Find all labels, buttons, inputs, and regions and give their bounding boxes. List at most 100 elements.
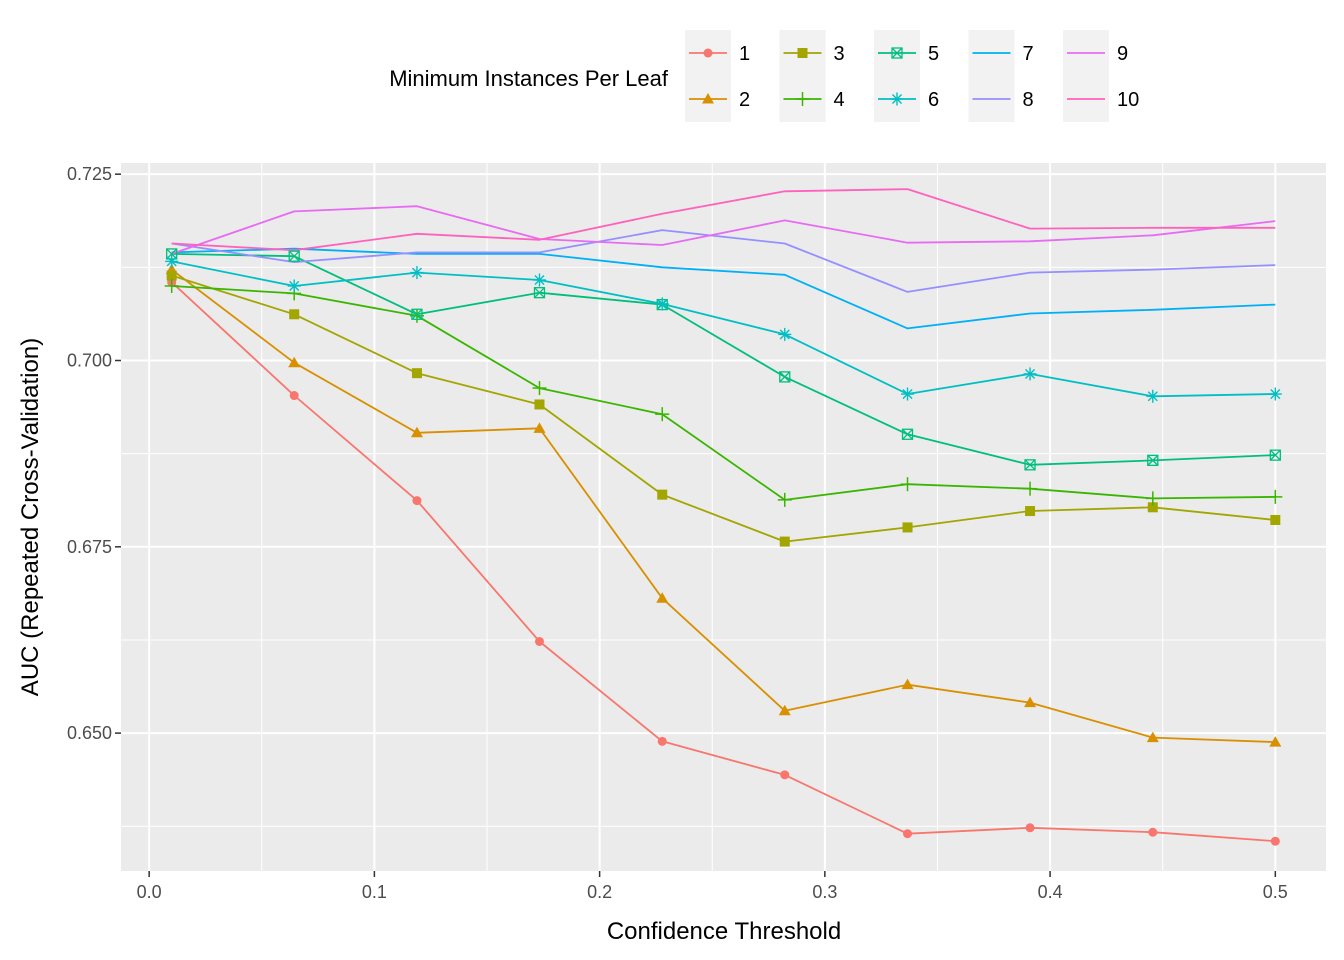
marker-ast-b — [411, 267, 423, 278]
data-point-3 — [902, 522, 913, 533]
data-point-2 — [656, 592, 669, 603]
x-axis-title: Confidence Threshold — [607, 918, 841, 945]
marker-ast-b — [779, 329, 790, 340]
marker-box — [901, 428, 914, 440]
grid-minor — [121, 163, 1326, 871]
legend-key-background — [685, 30, 731, 122]
marker-box — [411, 308, 423, 320]
marker-diag-b — [902, 428, 913, 440]
data-point-1 — [780, 770, 790, 780]
legend-label-2: 2 — [739, 89, 750, 111]
data-point-4 — [1145, 491, 1160, 506]
y-tick-label: 0.675 — [67, 537, 112, 557]
series-line-5 — [171, 253, 1276, 466]
x-tick-label: 0.3 — [812, 882, 837, 902]
data-point-6 — [1268, 387, 1282, 401]
data-point-3 — [166, 270, 177, 281]
data-point-4 — [1268, 489, 1283, 504]
plot-background — [121, 163, 1326, 871]
legend-key-marker-4 — [795, 92, 810, 106]
data-point-5 — [533, 287, 546, 299]
legend-items: 1 2 3 4 5 6 7 8 9 10 — [685, 30, 1139, 122]
legend-label-10: 10 — [1117, 89, 1139, 111]
legend-key-marker-3 — [797, 48, 808, 58]
data-point-1 — [657, 736, 667, 746]
data-point-4 — [655, 407, 670, 422]
series-line-1 — [171, 281, 1276, 843]
data-point-1 — [1148, 827, 1158, 837]
x-tick-label: 0.1 — [362, 882, 387, 902]
legend-title: Minimum Instances Per Leaf — [389, 66, 669, 91]
marker-diag-b — [1024, 459, 1036, 471]
x-axis: 0.0 0.1 0.2 0.3 0.4 0.5 — [137, 871, 1288, 902]
data-point-1 — [1025, 823, 1035, 833]
marker-ast-b — [289, 280, 300, 292]
data-point-3 — [411, 368, 422, 379]
data-point-5 — [411, 308, 423, 320]
marker-ast-b — [166, 256, 177, 267]
legend-label-6: 6 — [928, 89, 939, 111]
data-point-2 — [778, 704, 791, 716]
data-point-2 — [1024, 696, 1037, 708]
data-point-4 — [1023, 481, 1038, 496]
data-point-3 — [534, 399, 545, 410]
data-point-3 — [1147, 502, 1158, 513]
marker-box — [891, 47, 903, 59]
data-point-2 — [410, 426, 423, 438]
y-axis-title: AUC (Repeated Cross-Validation) — [17, 338, 44, 696]
y-tick-label: 0.725 — [67, 164, 112, 184]
y-axis: 0.650 0.675 0.700 0.725 — [67, 164, 121, 743]
data-point-2 — [288, 356, 301, 368]
marker-ast-b — [891, 93, 903, 105]
legend-label-9: 9 — [1117, 43, 1128, 65]
y-tick-label: 0.700 — [67, 350, 112, 370]
marker-ast-b — [1147, 391, 1158, 402]
data-point-1 — [412, 496, 422, 506]
legend-label-5: 5 — [928, 43, 939, 65]
marker-diag-b — [534, 287, 545, 299]
legend-key-marker-5 — [891, 47, 903, 59]
x-tick-label: 0.0 — [137, 882, 162, 902]
legend-label-1: 1 — [739, 43, 750, 65]
marker-ast-b — [1024, 368, 1036, 379]
series-lines — [171, 188, 1276, 843]
marker-box — [1269, 449, 1281, 461]
legend-key-marker-2 — [702, 93, 714, 104]
legend: Minimum Instances Per Leaf 1 2 3 4 5 6 7 8 9 10 — [389, 30, 1139, 122]
legend-key-background — [779, 30, 826, 122]
legend-label-7: 7 — [1023, 43, 1034, 65]
plot-panel — [121, 163, 1326, 871]
data-point-3 — [1270, 514, 1281, 525]
marker-diag-b — [411, 308, 423, 320]
data-point-5 — [1147, 454, 1159, 467]
series-line-7 — [171, 247, 1276, 330]
series-line-8 — [171, 229, 1276, 293]
data-point-6 — [778, 327, 792, 341]
data-point-1 — [903, 829, 913, 839]
marker-box — [1024, 459, 1036, 471]
data-point-6 — [1146, 389, 1160, 403]
data-point-6 — [901, 387, 915, 401]
data-point-2 — [1269, 736, 1282, 747]
marker-diag-b — [288, 250, 300, 262]
legend-key-background — [1063, 30, 1109, 122]
data-point-1 — [289, 391, 299, 401]
data-point-2 — [533, 422, 546, 433]
legend-label-4: 4 — [834, 89, 845, 111]
legend-label-3: 3 — [834, 43, 845, 65]
marker-diag-b — [779, 371, 791, 383]
data-point-5 — [288, 250, 300, 262]
legend-key-background — [968, 30, 1015, 122]
legend-key-background — [874, 30, 920, 122]
x-tick-label: 0.5 — [1263, 882, 1288, 902]
data-point-6 — [655, 297, 669, 311]
data-point-3 — [657, 489, 668, 500]
marker-diag-b — [891, 47, 903, 59]
series-points — [164, 248, 1283, 846]
series-line-2 — [171, 268, 1276, 743]
marker-ast-b — [534, 274, 545, 286]
data-point-5 — [901, 428, 914, 440]
x-tick-label: 0.4 — [1038, 882, 1063, 902]
x-tick-label: 0.2 — [587, 882, 612, 902]
